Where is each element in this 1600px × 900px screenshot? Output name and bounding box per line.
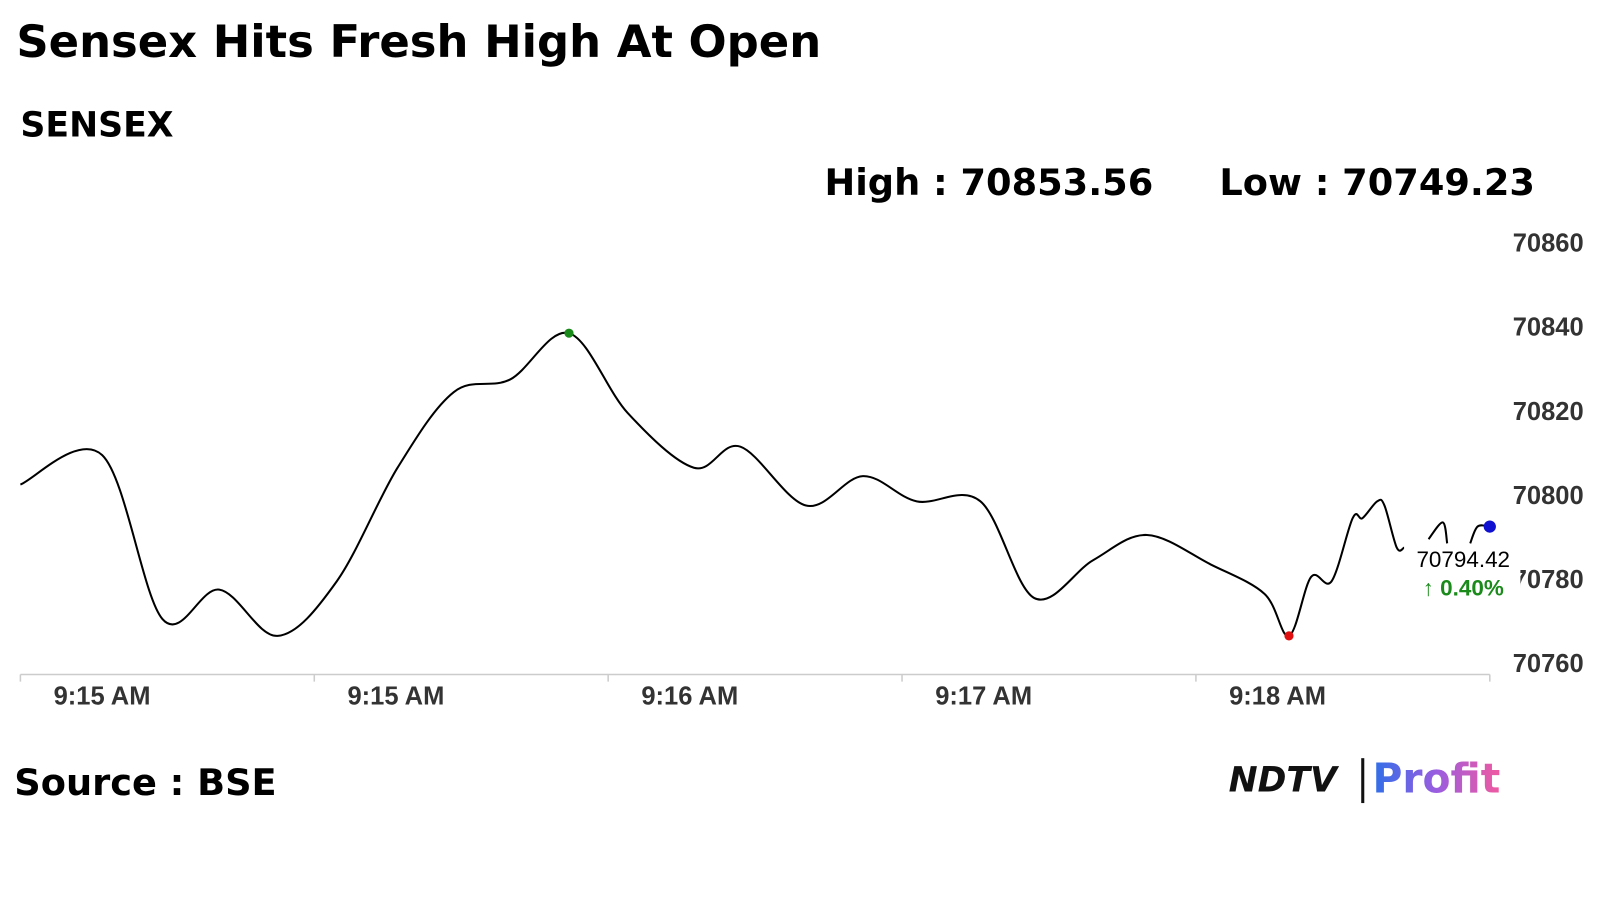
marker <box>564 328 574 338</box>
chart-title: Sensex Hits Fresh High At Open <box>16 15 821 68</box>
logo-divider <box>1361 758 1365 804</box>
low-label: Low : 70749.23 <box>1219 161 1535 204</box>
source: Source : BSE <box>14 761 276 804</box>
annotation-bg <box>1408 545 1521 604</box>
y-tick-label: 70820 <box>1513 398 1584 426</box>
x-tick-label: 9:15 AM <box>347 683 444 711</box>
marker <box>1284 631 1294 641</box>
change: ↑ 0.40% <box>1423 576 1504 601</box>
logo-brand: NDTV <box>1229 761 1340 801</box>
y-tick-label: 70800 <box>1513 482 1584 510</box>
x-tick-label: 9:18 AM <box>1229 683 1326 711</box>
x-tick-label: 9:17 AM <box>935 683 1032 711</box>
x-tick-label: 9:15 AM <box>54 683 151 711</box>
y-tick-label: 70760 <box>1513 650 1584 678</box>
line <box>19 331 1490 637</box>
marker <box>1483 520 1496 533</box>
chart-subtitle: SENSEX <box>20 106 173 146</box>
high-label: High : 70853.56 <box>824 161 1153 204</box>
y-tick-label: 70780 <box>1513 566 1584 594</box>
x-tick-label: 9:16 AM <box>641 683 738 711</box>
y-tick-label: 70860 <box>1513 230 1584 258</box>
logo-product: Profit <box>1372 755 1500 803</box>
y-tick-label: 70840 <box>1513 314 1584 342</box>
last-value: 70794.42 <box>1416 547 1510 572</box>
